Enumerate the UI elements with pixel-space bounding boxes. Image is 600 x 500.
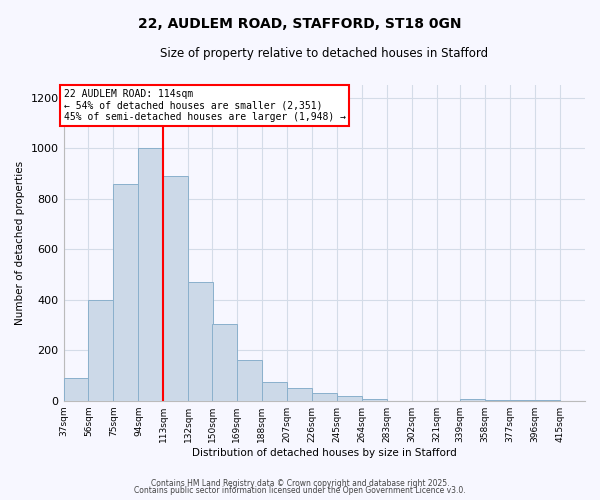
Bar xyxy=(163,176,188,400)
Bar xyxy=(312,393,337,400)
Text: 22, AUDLEM ROAD, STAFFORD, ST18 0GN: 22, AUDLEM ROAD, STAFFORD, ST18 0GN xyxy=(138,18,462,32)
Bar xyxy=(237,360,262,401)
Bar xyxy=(139,148,163,400)
Y-axis label: Number of detached properties: Number of detached properties xyxy=(15,161,25,325)
Text: 22 AUDLEM ROAD: 114sqm
← 54% of detached houses are smaller (2,351)
45% of semi-: 22 AUDLEM ROAD: 114sqm ← 54% of detached… xyxy=(64,89,346,122)
Bar xyxy=(337,396,362,400)
Bar xyxy=(113,184,139,400)
Bar xyxy=(212,324,237,400)
Text: Contains public sector information licensed under the Open Government Licence v3: Contains public sector information licen… xyxy=(134,486,466,495)
Bar xyxy=(88,300,113,400)
Bar xyxy=(287,388,312,400)
Text: Contains HM Land Registry data © Crown copyright and database right 2025.: Contains HM Land Registry data © Crown c… xyxy=(151,478,449,488)
X-axis label: Distribution of detached houses by size in Stafford: Distribution of detached houses by size … xyxy=(192,448,457,458)
Title: Size of property relative to detached houses in Stafford: Size of property relative to detached ho… xyxy=(160,48,488,60)
Bar xyxy=(188,282,213,401)
Bar xyxy=(64,378,88,400)
Bar xyxy=(262,382,287,400)
